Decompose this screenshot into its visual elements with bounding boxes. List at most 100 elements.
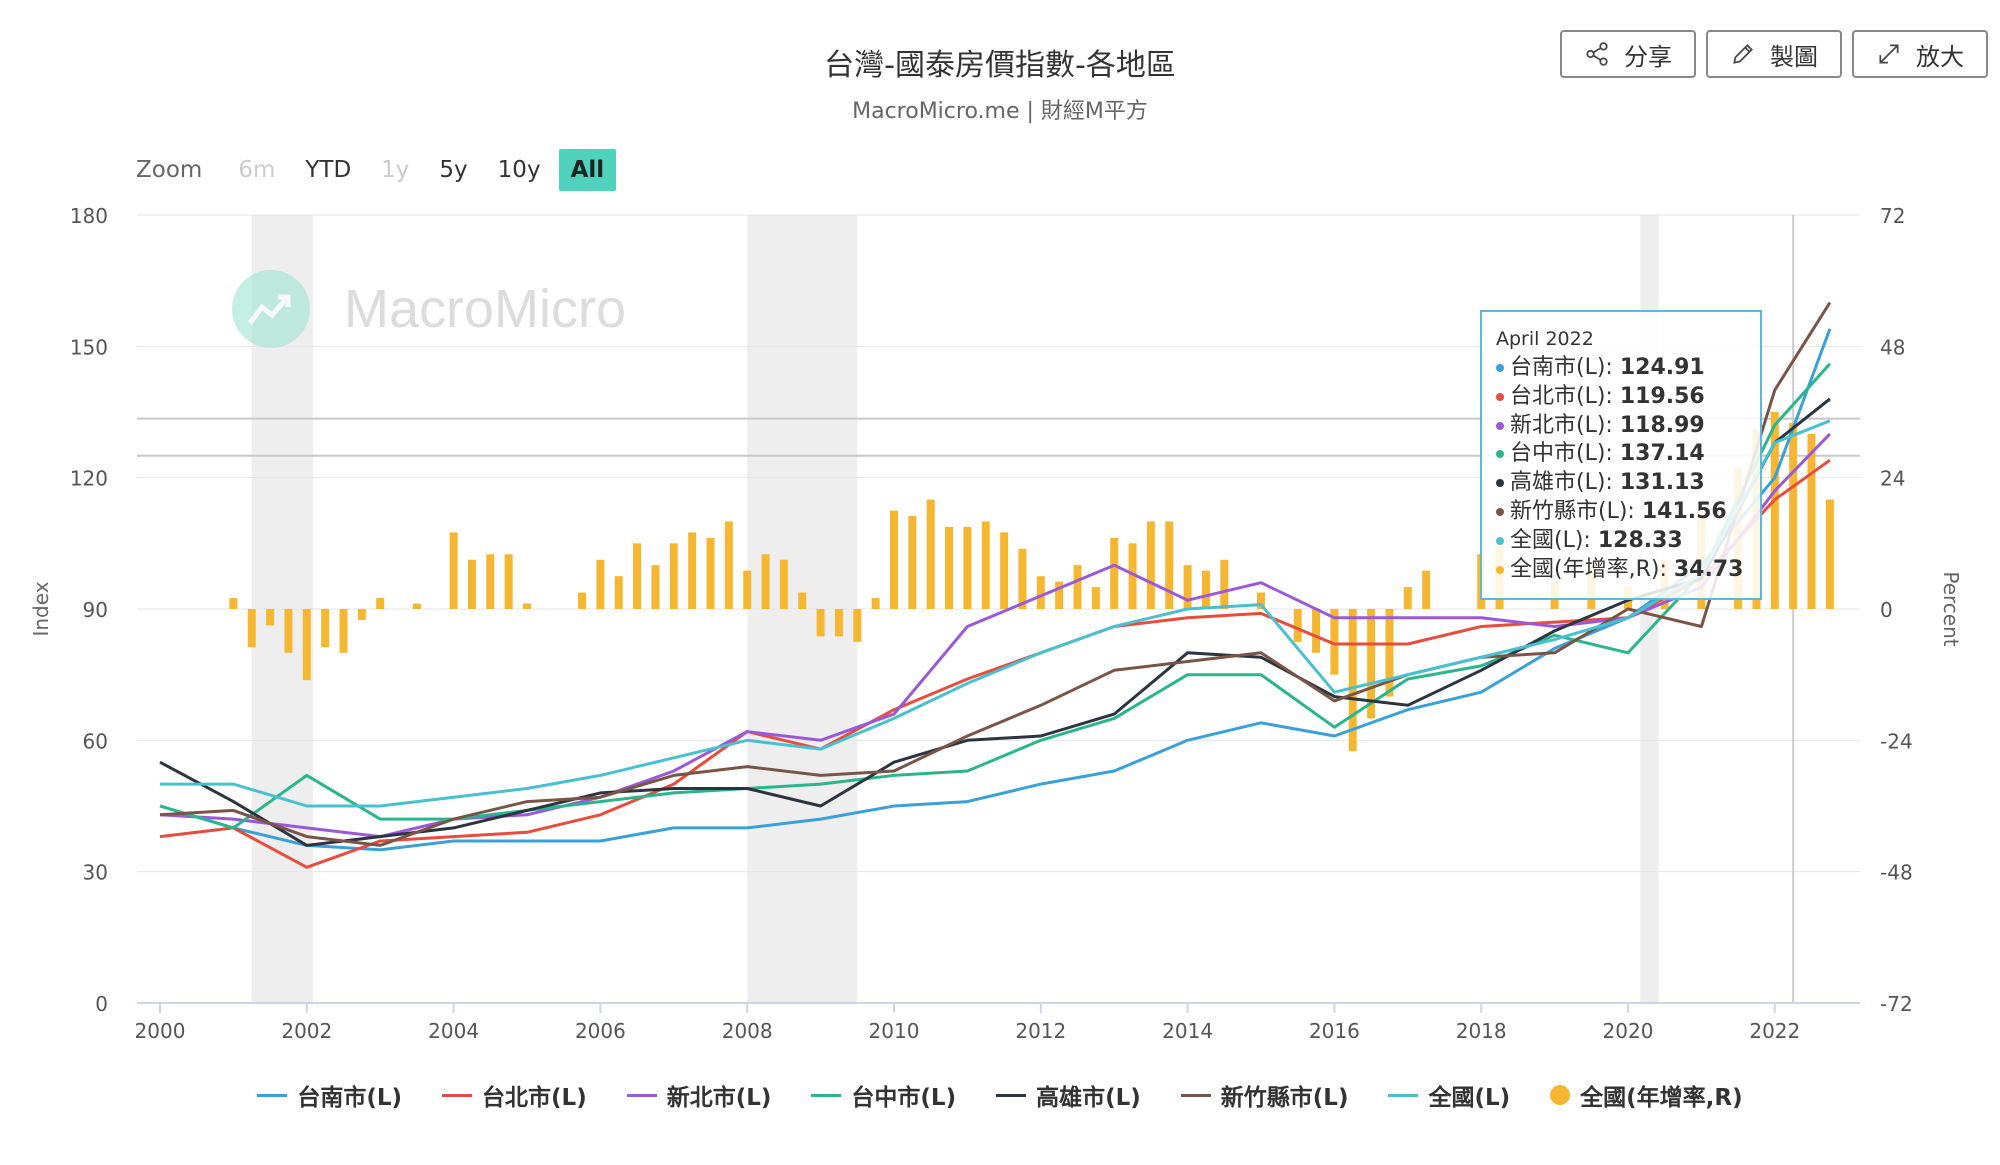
tooltip-label: 高雄市(L): [1510,470,1620,496]
bar [1293,609,1302,642]
chart-title: 台灣-國泰房價指數-各地區 [824,48,1176,83]
legend-item[interactable]: 全國(年增率,R) [1550,1078,1743,1112]
bar [1146,521,1155,609]
y-left-tick-label: 150 [70,335,108,359]
tooltip-row: 新北市(L): 118.99 [1496,412,1746,441]
zoom-1y-button[interactable]: 1y [381,157,410,183]
y-left-tick-label: 180 [70,204,108,228]
x-tick-label: 2018 [1456,1019,1507,1043]
tooltip-value: 128.33 [1597,527,1683,553]
bar [596,559,605,609]
x-tick-label: 2014 [1162,1019,1213,1043]
zoom-10y-button[interactable]: 10y [497,157,541,183]
legend-item[interactable]: 台南市(L) [257,1078,402,1112]
watermark: MacroMicro [232,270,626,348]
tooltip-row: 台中市(L): 137.14 [1496,440,1746,469]
tooltip-value: 137.14 [1619,441,1705,467]
bar [798,592,807,609]
legend-dot-icon [1550,1085,1571,1105]
chart-legend: 台南市(L) 台北市(L) 新北市(L) 台中市(L) 高雄市(L) 新竹縣市(L) 全國(… [0,1078,2000,1112]
legend-label: 台南市(L) [297,1085,403,1111]
legend-line-icon [257,1093,288,1097]
y-left-tick-label: 0 [95,992,108,1016]
bar [504,554,513,609]
expand-icon [1879,44,1899,64]
tooltip-dot-icon [1496,565,1504,574]
tooltip-label: 全國(年增率,R): [1510,556,1674,582]
y-right-tick-label: 24 [1880,467,1905,491]
bar [1128,543,1137,609]
legend-item[interactable]: 新竹縣市(L) [1180,1078,1348,1112]
tooltip-label: 新竹縣市(L): [1510,498,1642,524]
tooltip-value: 34.73 [1673,556,1744,582]
bar [1018,548,1027,609]
y-right-axis-title: Percent [1939,571,1963,646]
tooltip-label: 全國(L): [1510,527,1598,553]
bar [614,576,623,609]
x-tick-label: 2008 [722,1019,773,1043]
share-button[interactable]: 分享 [1560,30,1696,78]
series-line [159,301,1832,847]
bar [706,537,715,609]
legend-label: 高雄市(L) [1036,1085,1141,1111]
legend-item[interactable]: 高雄市(L) [996,1078,1141,1112]
tooltip-row: 全國(L): 128.33 [1496,527,1746,556]
bar [1385,609,1394,697]
x-tick-label: 2012 [1015,1019,1066,1043]
bar [1183,565,1192,609]
tooltip-label: 台北市(L): [1510,383,1620,409]
legend-item[interactable]: 台北市(L) [442,1078,587,1112]
edit-label: 製圖 [1770,42,1818,71]
bar [1220,559,1229,609]
tooltip-row: 台北市(L): 119.56 [1496,383,1746,412]
bar [376,598,385,609]
tooltip-row: 高雄市(L): 131.13 [1496,469,1746,498]
bar [688,532,697,609]
bar [339,609,348,653]
tooltip-value: 141.56 [1641,498,1727,524]
legend-line-icon [626,1093,657,1097]
bar [1165,521,1174,609]
zoom-all-button[interactable]: All [558,149,617,191]
tooltip-label: 台南市(L): [1510,355,1620,380]
tooltip-row: 新竹縣市(L): 141.56 [1496,498,1746,527]
bar [669,543,678,609]
x-tick-label: 2000 [135,1019,186,1043]
tooltip-dot-icon [1496,421,1504,430]
bar [816,609,825,637]
expand-label: 放大 [1916,42,1964,71]
bar [1330,609,1339,675]
bar [1091,587,1100,609]
edit-chart-button[interactable]: 製圖 [1706,30,1842,78]
x-tick-label: 2022 [1749,1019,1800,1043]
bar [1367,609,1376,719]
legend-item[interactable]: 新北市(L) [626,1078,772,1112]
macromicro-logo-icon [232,270,310,348]
legend-line-icon [811,1093,842,1097]
bar [449,532,458,609]
zoom-5y-button[interactable]: 5y [439,157,468,183]
bar [1312,609,1321,653]
tooltip-row: 全國(年增率,R): 34.73 [1496,556,1746,585]
zoom-ytd-button[interactable]: YTD [305,157,352,183]
bar [963,526,972,609]
y-left-tick-label: 120 [70,467,108,491]
zoom-6m-button[interactable]: 6m [238,157,276,183]
tooltip-dot-icon [1496,392,1504,401]
legend-label: 新北市(L) [666,1085,772,1111]
share-label: 分享 [1624,42,1672,71]
legend-item[interactable]: 全國(L) [1388,1078,1510,1112]
bar [247,609,256,648]
tooltip-dot-icon [1496,364,1504,372]
bar [266,609,275,626]
bar [890,510,898,609]
bar [321,609,330,648]
bar [743,570,752,609]
bar [945,526,954,609]
expand-button[interactable]: 放大 [1852,30,1988,78]
legend-item[interactable]: 台中市(L) [811,1078,956,1112]
bar [302,609,311,681]
x-tick-label: 2002 [281,1019,332,1043]
tooltip-value: 131.13 [1619,470,1705,496]
tooltip-label: 新北市(L): [1510,412,1620,438]
